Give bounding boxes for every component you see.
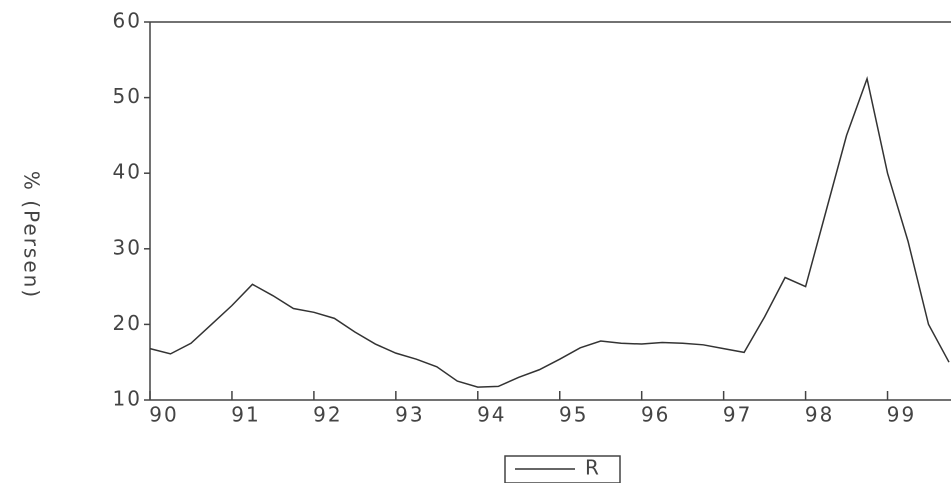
x-tick-label: 94 bbox=[477, 403, 506, 427]
x-tick-label: 95 bbox=[559, 403, 588, 427]
data-line bbox=[149, 75, 950, 388]
y-axis-label: % (Persen) bbox=[20, 171, 44, 299]
y-tick-label: 40 bbox=[113, 160, 142, 184]
x-tick-label: 96 bbox=[641, 403, 670, 427]
legend-label: R bbox=[585, 456, 601, 480]
legend-box bbox=[504, 455, 621, 483]
x-tick-label: 98 bbox=[805, 403, 834, 427]
x-tick-label: 97 bbox=[723, 403, 752, 427]
y-tick-label: 60 bbox=[113, 9, 142, 33]
x-tick-label: 93 bbox=[395, 403, 424, 427]
y-tick-label: 10 bbox=[113, 387, 142, 411]
y-tick-label: 20 bbox=[113, 311, 142, 335]
x-tick-label: 92 bbox=[313, 403, 342, 427]
x-tick-label: 90 bbox=[149, 403, 178, 427]
x-tick-label: 99 bbox=[887, 403, 916, 427]
y-tick-label: 30 bbox=[113, 235, 142, 259]
x-tick-label: 91 bbox=[231, 403, 260, 427]
y-tick-label: 50 bbox=[113, 84, 142, 108]
